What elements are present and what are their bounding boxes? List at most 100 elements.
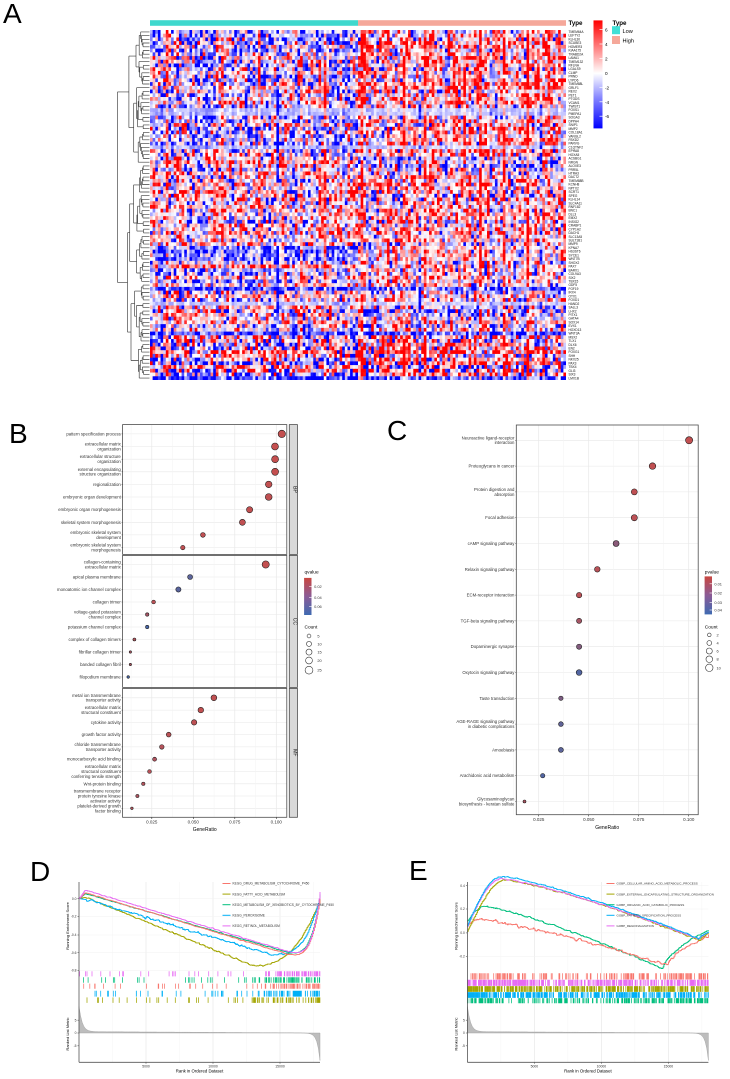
svg-text:GRLF1: GRLF1 xyxy=(569,86,580,90)
svg-text:Neuroactive ligand-receptor: Neuroactive ligand-receptor xyxy=(462,435,515,440)
svg-text:15000: 15000 xyxy=(664,1065,674,1069)
svg-text:SCRT1: SCRT1 xyxy=(569,190,580,194)
svg-text:BP: BP xyxy=(291,486,297,493)
svg-text:10000: 10000 xyxy=(597,1065,607,1069)
svg-text:0: 0 xyxy=(463,1031,465,1035)
svg-text:HAND2: HAND2 xyxy=(569,302,580,306)
svg-text:-2: -2 xyxy=(605,85,610,90)
svg-text:development: development xyxy=(96,535,121,540)
svg-text:2: 2 xyxy=(717,632,719,637)
svg-text:protein tyrosine kinase: protein tyrosine kinase xyxy=(78,794,122,799)
svg-text:FGF19: FGF19 xyxy=(569,287,579,291)
svg-text:SALL3: SALL3 xyxy=(569,306,579,310)
svg-text:SLC13A5: SLC13A5 xyxy=(569,235,583,239)
svg-text:AGE-RAGE signaling pathway: AGE-RAGE signaling pathway xyxy=(456,719,515,724)
svg-text:PTGDS: PTGDS xyxy=(569,97,580,101)
svg-text:0.06: 0.06 xyxy=(314,604,322,609)
svg-text:IRX4: IRX4 xyxy=(569,291,576,295)
svg-text:-5: -5 xyxy=(74,1044,77,1048)
svg-text:HS3ST6: HS3ST6 xyxy=(569,250,581,254)
svg-text:extracellular matrix: extracellular matrix xyxy=(85,705,122,710)
svg-text:RNF182: RNF182 xyxy=(569,205,581,209)
svg-text:HOXD13: HOXD13 xyxy=(569,328,582,332)
svg-text:PAX3: PAX3 xyxy=(569,361,577,365)
svg-text:5: 5 xyxy=(317,634,319,639)
svg-text:conferring tensile strength: conferring tensile strength xyxy=(71,774,121,779)
svg-text:Count: Count xyxy=(705,624,718,630)
svg-text:10: 10 xyxy=(717,665,722,670)
svg-text:SPEG: SPEG xyxy=(569,194,578,198)
svg-text:pvalue: pvalue xyxy=(705,570,719,576)
svg-text:MMP2: MMP2 xyxy=(569,127,578,131)
svg-text:2: 2 xyxy=(605,56,608,61)
svg-text:extracellular structure: extracellular structure xyxy=(80,454,122,459)
svg-text:organization: organization xyxy=(97,447,121,452)
svg-text:VCAM1: VCAM1 xyxy=(569,101,580,105)
svg-text:15000: 15000 xyxy=(275,1065,285,1069)
svg-text:monoatomic ion channel complex: monoatomic ion channel complex xyxy=(57,587,122,592)
svg-text:SNIP1: SNIP1 xyxy=(569,123,578,127)
svg-text:0: 0 xyxy=(605,71,608,76)
svg-text:ACSBG1: ACSBG1 xyxy=(569,157,582,161)
svg-text:Running Enrichment Score: Running Enrichment Score xyxy=(453,901,458,950)
svg-text:TWIST1: TWIST1 xyxy=(569,105,581,109)
svg-text:TMEM132: TMEM132 xyxy=(569,60,584,64)
svg-text:C1QTNF2: C1QTNF2 xyxy=(569,145,584,149)
svg-text:biosynthesis - keratan sulfate: biosynthesis - keratan sulfate xyxy=(459,801,515,806)
svg-text:0.075: 0.075 xyxy=(633,817,645,822)
svg-text:collagen trimer: collagen trimer xyxy=(93,600,122,605)
svg-text:KEGG_PEROXISOME: KEGG_PEROXISOME xyxy=(233,914,265,918)
svg-text:-0.2: -0.2 xyxy=(459,955,465,959)
svg-text:NRGN: NRGN xyxy=(569,160,579,164)
svg-text:voltage-gated potassium: voltage-gated potassium xyxy=(74,610,121,615)
svg-text:15: 15 xyxy=(317,650,321,655)
svg-text:COL9A3: COL9A3 xyxy=(569,272,581,276)
svg-text:0.04: 0.04 xyxy=(314,595,322,600)
svg-text:Taste transduction: Taste transduction xyxy=(480,696,515,701)
svg-text:-0.8: -0.8 xyxy=(71,969,77,973)
svg-text:EMX2: EMX2 xyxy=(569,216,578,220)
svg-text:-4: -4 xyxy=(605,100,610,105)
svg-text:5000: 5000 xyxy=(142,1065,150,1069)
svg-text:transporter activity: transporter activity xyxy=(86,698,122,703)
svg-text:0.03: 0.03 xyxy=(714,600,722,605)
svg-text:skeletal system morphogenesis: skeletal system morphogenesis xyxy=(61,520,121,525)
svg-text:BARX1: BARX1 xyxy=(569,268,580,272)
svg-text:extracellular matrix: extracellular matrix xyxy=(85,764,122,769)
svg-text:10: 10 xyxy=(317,641,322,646)
svg-text:KLHL14: KLHL14 xyxy=(569,198,581,202)
svg-text:OTX1: OTX1 xyxy=(569,294,578,298)
svg-text:0.0: 0.0 xyxy=(460,931,465,935)
svg-text:potassium channel complex: potassium channel complex xyxy=(68,625,122,630)
svg-text:LAMA1: LAMA1 xyxy=(569,56,580,60)
svg-text:PET1: PET1 xyxy=(569,93,577,97)
svg-text:4: 4 xyxy=(605,42,608,47)
svg-text:factor binding: factor binding xyxy=(95,808,121,813)
svg-text:embryonic skeletal system: embryonic skeletal system xyxy=(70,543,121,548)
svg-text:TMEM88L: TMEM88L xyxy=(569,82,584,86)
svg-text:Dopaminergic synapse: Dopaminergic synapse xyxy=(471,644,515,649)
svg-text:CRABP1: CRABP1 xyxy=(569,224,582,228)
svg-text:5000: 5000 xyxy=(531,1065,539,1069)
svg-text:TLX1: TLX1 xyxy=(569,339,577,343)
svg-text:external encapsulating: external encapsulating xyxy=(78,467,122,472)
svg-text:0.050: 0.050 xyxy=(188,820,200,825)
svg-text:0.100: 0.100 xyxy=(271,820,283,825)
svg-text:DACT2: DACT2 xyxy=(569,175,580,179)
svg-text:SULT1B1: SULT1B1 xyxy=(569,239,583,243)
svg-text:-0.2: -0.2 xyxy=(71,915,77,919)
svg-text:INSIG2: INSIG2 xyxy=(569,220,580,224)
svg-text:KPNA7: KPNA7 xyxy=(569,246,580,250)
svg-text:regionalization: regionalization xyxy=(93,482,121,487)
svg-text:CC: CC xyxy=(291,618,297,626)
svg-text:qvalue: qvalue xyxy=(305,570,319,576)
svg-text:0: 0 xyxy=(75,1031,77,1035)
svg-text:0.02: 0.02 xyxy=(314,584,322,589)
svg-text:KEGG_FATTY_ACID_METABOLISM: KEGG_FATTY_ACID_METABOLISM xyxy=(233,892,286,896)
svg-text:SHH: SHH xyxy=(569,354,576,358)
svg-text:LMX1B: LMX1B xyxy=(569,376,579,380)
svg-text:TBX15: TBX15 xyxy=(569,280,579,284)
svg-text:SOX14: SOX14 xyxy=(569,320,580,324)
svg-text:in diabetic complications: in diabetic complications xyxy=(468,724,515,729)
svg-text:0.075: 0.075 xyxy=(229,820,241,825)
